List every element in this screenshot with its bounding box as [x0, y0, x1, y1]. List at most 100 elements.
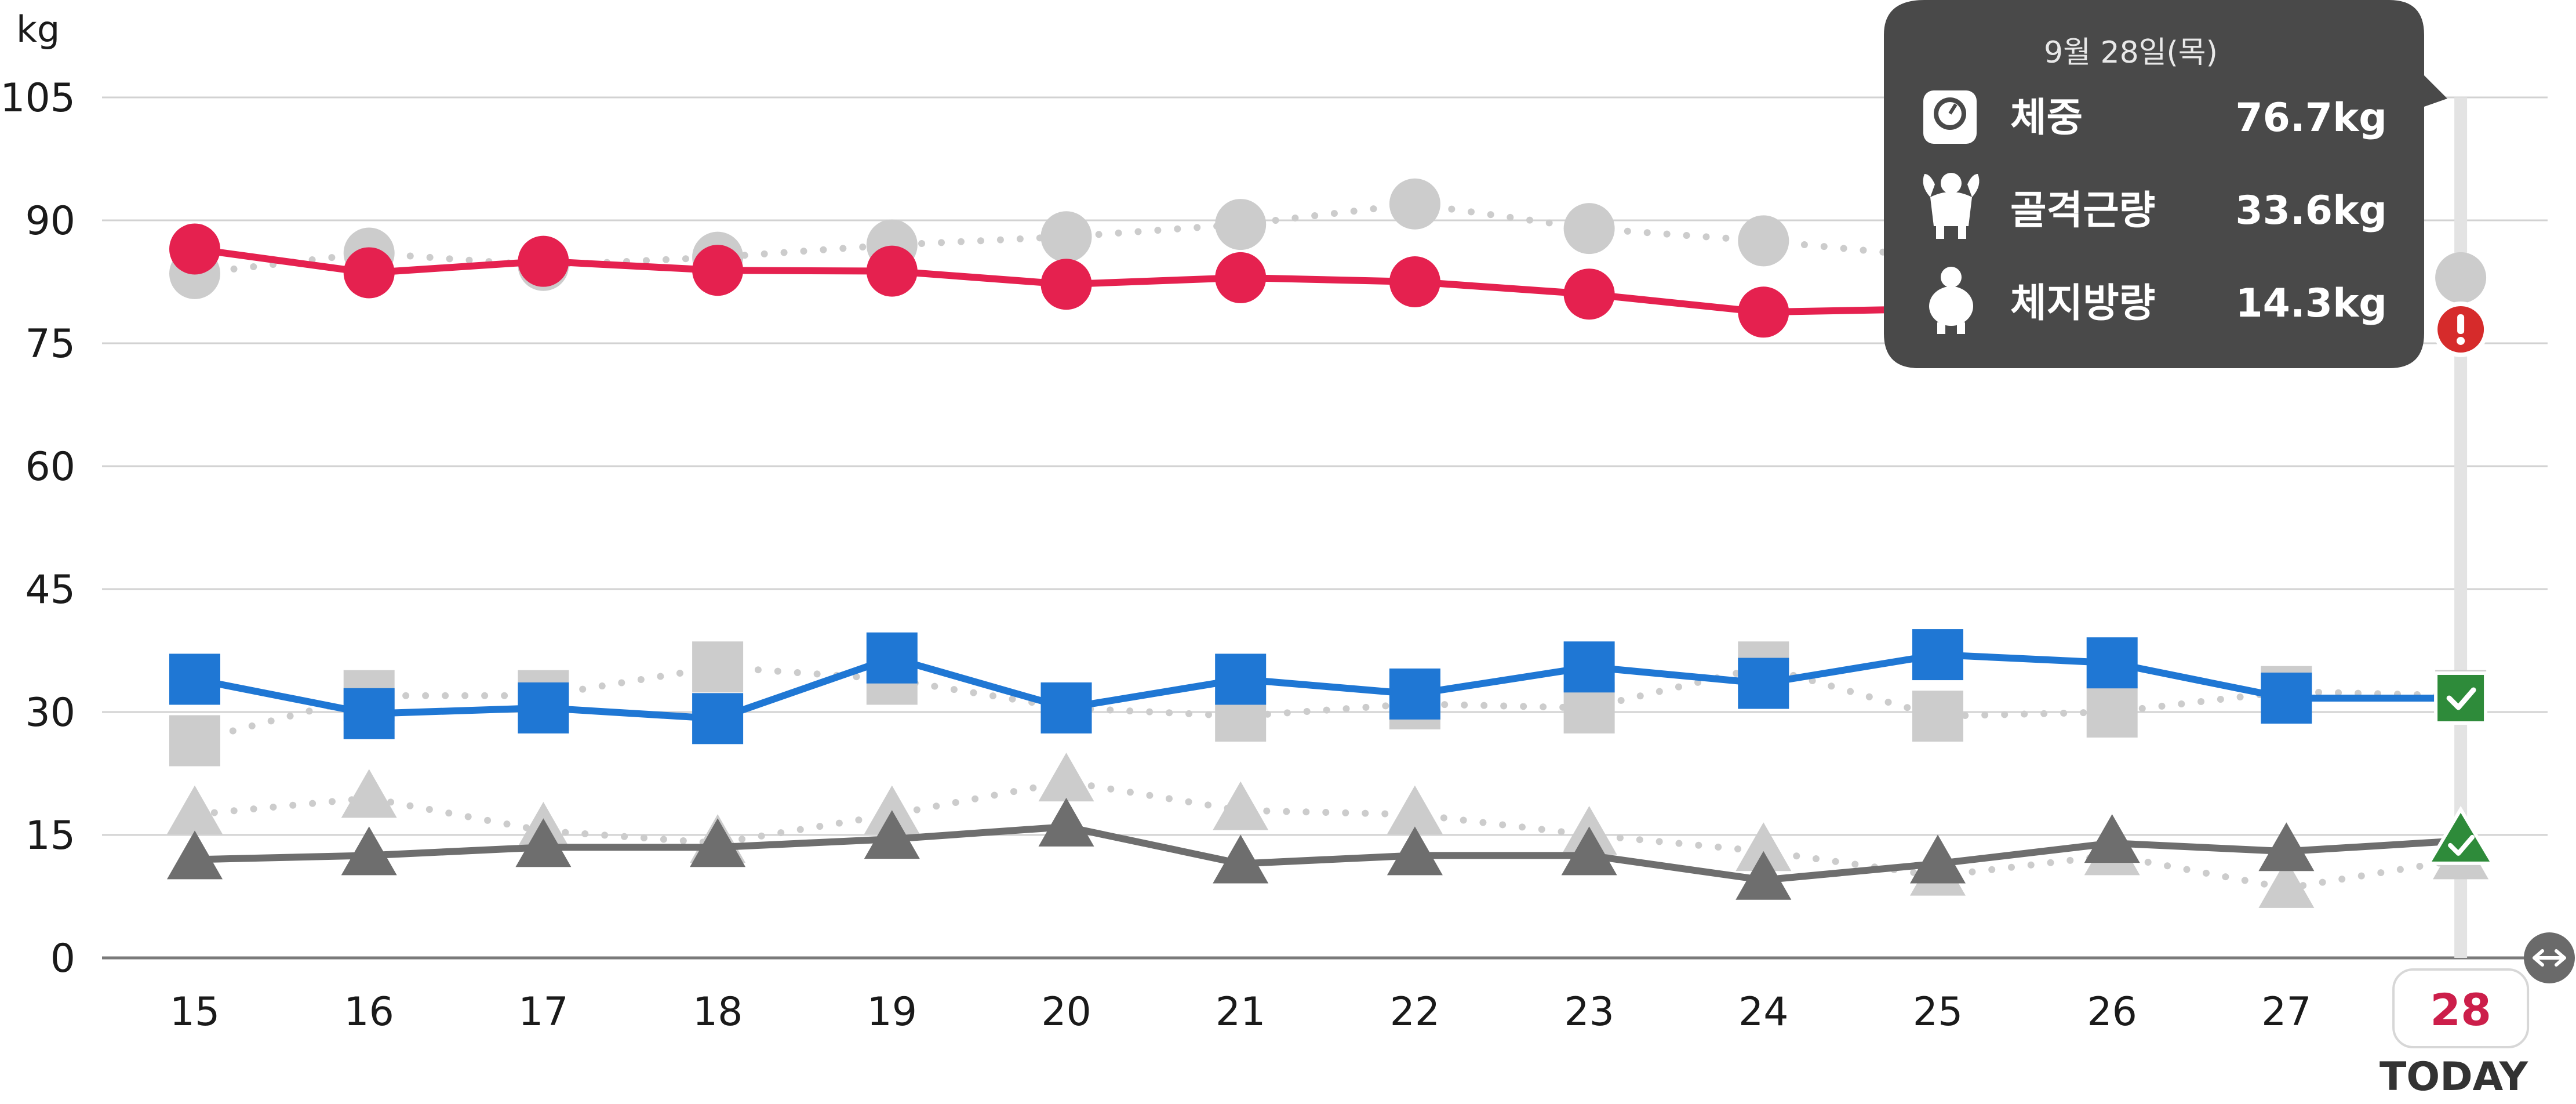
- data-point[interactable]: [515, 818, 572, 867]
- data-point[interactable]: [1215, 199, 1267, 250]
- x-tick-label: 15: [170, 989, 220, 1035]
- x-axis-ticks: 15 16 17 18 19 20 21 22 23 24 25 26 27 28: [170, 968, 2530, 1048]
- data-point[interactable]: [1912, 691, 1963, 742]
- data-point[interactable]: [1563, 203, 1615, 255]
- data-point[interactable]: [1735, 822, 1792, 871]
- data-point[interactable]: [866, 245, 918, 297]
- data-point[interactable]: [169, 653, 220, 705]
- y-axis-ticks: 0 15 30 45 60 75 90 105: [0, 75, 75, 982]
- data-point[interactable]: [1040, 259, 1092, 310]
- body-fat-icon: [1929, 267, 1973, 334]
- warning-icon-dot: [2457, 336, 2465, 345]
- data-point[interactable]: [518, 235, 569, 287]
- data-point[interactable]: [866, 632, 918, 684]
- resize-arrows: [2533, 949, 2566, 967]
- today-label: TODAY: [2379, 1054, 2528, 1100]
- data-point[interactable]: [1213, 834, 1269, 884]
- tooltip-weight-label: 체중: [2010, 95, 2083, 141]
- data-point[interactable]: [2261, 672, 2312, 724]
- data-point[interactable]: [692, 693, 744, 745]
- data-point[interactable]: [1213, 781, 1269, 830]
- series-3: [169, 641, 2487, 767]
- data-point[interactable]: [1735, 851, 1792, 900]
- tooltip-background: [1884, 0, 2447, 368]
- warning-icon-bar: [2457, 314, 2465, 334]
- x-tick-label: 22: [1390, 989, 1440, 1035]
- data-point[interactable]: [518, 682, 569, 733]
- x-tick-label: 21: [1216, 989, 1266, 1035]
- data-point[interactable]: [1387, 826, 1443, 876]
- data-point[interactable]: [864, 785, 920, 834]
- data-point[interactable]: [1563, 268, 1615, 320]
- y-tick-label: 60: [25, 444, 75, 490]
- tooltip-date: 9월 28일(목): [2044, 35, 2218, 70]
- data-point[interactable]: [169, 223, 220, 275]
- scale-icon: [1923, 90, 1977, 144]
- data-point[interactable]: [343, 247, 395, 299]
- data-point[interactable]: [1738, 658, 1789, 709]
- scroll-handle[interactable]: [2524, 932, 2575, 983]
- y-axis-unit: kg: [16, 8, 60, 50]
- data-point[interactable]: [1387, 785, 1443, 834]
- tooltip-muscle-value: 33.6kg: [2235, 188, 2387, 234]
- x-tick-label: 24: [1738, 989, 1789, 1035]
- check-triangle-icon[interactable]: [2432, 812, 2490, 862]
- data-point[interactable]: [343, 688, 395, 739]
- series-2: [169, 629, 2461, 745]
- tooltip-muscle-label: 골격근량: [2010, 188, 2155, 234]
- data-point[interactable]: [169, 715, 220, 767]
- x-tick-label: 23: [1564, 989, 1614, 1035]
- data-point[interactable]: [2084, 814, 2140, 863]
- data-point[interactable]: [167, 785, 223, 834]
- data-point[interactable]: [1040, 682, 1092, 733]
- data-point[interactable]: [1215, 653, 1267, 705]
- data-point[interactable]: [692, 245, 744, 296]
- data-point[interactable]: [1738, 215, 1789, 267]
- data-point[interactable]: [1561, 826, 1617, 876]
- data-point[interactable]: [1038, 797, 1094, 847]
- data-point[interactable]: [2258, 859, 2315, 908]
- data-point[interactable]: [1910, 834, 1966, 884]
- data-point[interactable]: [1563, 641, 1615, 693]
- data-point[interactable]: [1389, 178, 1440, 230]
- y-tick-label: 0: [50, 936, 75, 982]
- y-tick-label: 105: [0, 75, 75, 121]
- tooltip-fat-label: 체지방량: [2010, 281, 2155, 326]
- series-5: [167, 753, 2489, 908]
- data-point[interactable]: [341, 826, 397, 876]
- y-tick-label: 30: [25, 690, 75, 736]
- data-point[interactable]: [341, 769, 397, 818]
- x-tick-label: 18: [693, 989, 743, 1035]
- series-line: [194, 823, 2461, 884]
- tooltip-fat-value: 14.3kg: [2235, 281, 2387, 326]
- data-point[interactable]: [864, 810, 920, 859]
- tooltip: 9월 28일(목) 체중 76.7kg 골격근량 33.6kg 체지방량 14.…: [1884, 0, 2447, 368]
- data-point[interactable]: [692, 641, 744, 693]
- x-tick-label: 26: [2087, 989, 2137, 1035]
- data-point[interactable]: [1038, 753, 1094, 802]
- data-point[interactable]: [1738, 286, 1789, 338]
- data-point[interactable]: [167, 830, 223, 880]
- data-point[interactable]: [2258, 822, 2315, 871]
- x-tick-label-today[interactable]: 28: [2430, 984, 2491, 1036]
- data-point[interactable]: [1912, 629, 1963, 681]
- data-point[interactable]: [2086, 687, 2138, 738]
- series-4: [167, 797, 2461, 900]
- y-tick-label: 45: [25, 567, 75, 613]
- check-mark: [2448, 834, 2475, 856]
- data-point[interactable]: [1389, 256, 1440, 307]
- x-tick-label: 27: [2261, 989, 2312, 1035]
- x-tick-label: 20: [1041, 989, 1091, 1035]
- data-point[interactable]: [2435, 252, 2487, 303]
- data-point[interactable]: [2086, 637, 2138, 689]
- data-point[interactable]: [1215, 252, 1267, 303]
- y-tick-label: 75: [25, 321, 75, 367]
- y-tick-label: 15: [25, 813, 75, 859]
- data-point[interactable]: [1389, 668, 1440, 720]
- today-date-box[interactable]: [2392, 968, 2530, 1048]
- check-square-icon[interactable]: [2437, 674, 2484, 721]
- series-layer: [167, 178, 2496, 908]
- status-icons: [2426, 301, 2496, 865]
- data-point[interactable]: [690, 818, 746, 867]
- data-point[interactable]: [1040, 211, 1092, 263]
